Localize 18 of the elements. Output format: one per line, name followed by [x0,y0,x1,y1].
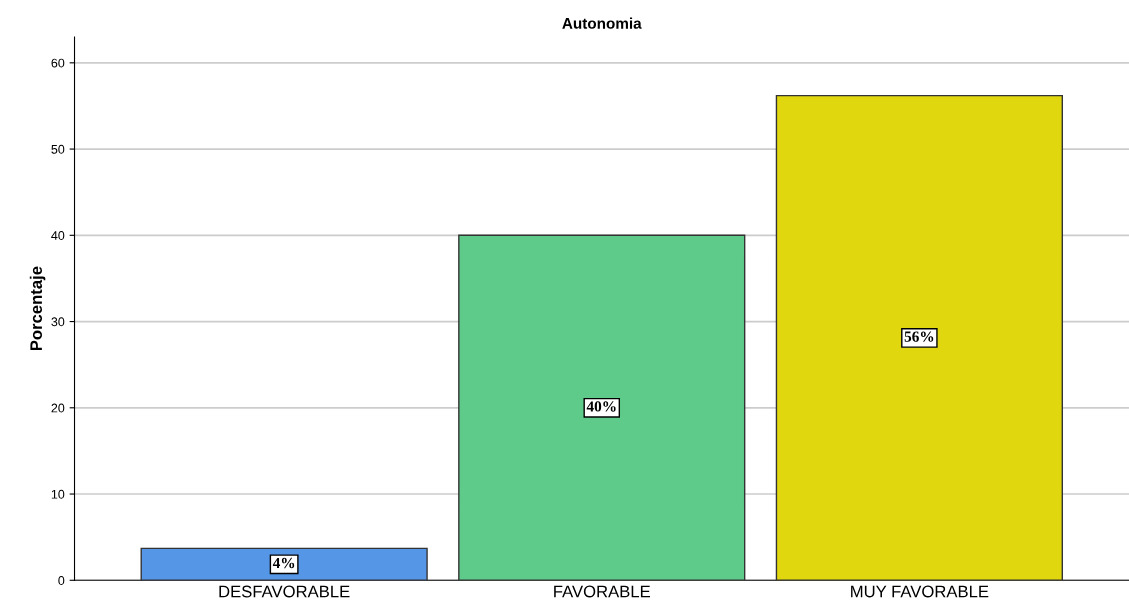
y-tick-label: 40 [51,231,65,240]
bar [458,234,746,581]
bar [140,547,428,581]
chart-title: Autonomia [562,17,642,29]
y-tick-label: 30 [51,317,65,327]
data-label: 40% [586,401,616,412]
y-tick-label: 0 [58,576,65,585]
x-tick-label: FAVORABLE [554,585,650,598]
y-tick-label: 60 [51,58,65,68]
data-label: 56% [904,331,934,342]
y-tick-label: 10 [51,489,65,499]
x-tick-label: DESFAVORABLE [219,585,350,598]
y-tick-label: 50 [51,144,65,154]
bar [775,94,1063,581]
x-tick-label: MUY FAVORABLE [851,585,989,598]
y-tick-label: 20 [51,403,65,413]
data-label: 4% [272,557,295,569]
y-axis-title: Porcentaje [29,266,46,351]
